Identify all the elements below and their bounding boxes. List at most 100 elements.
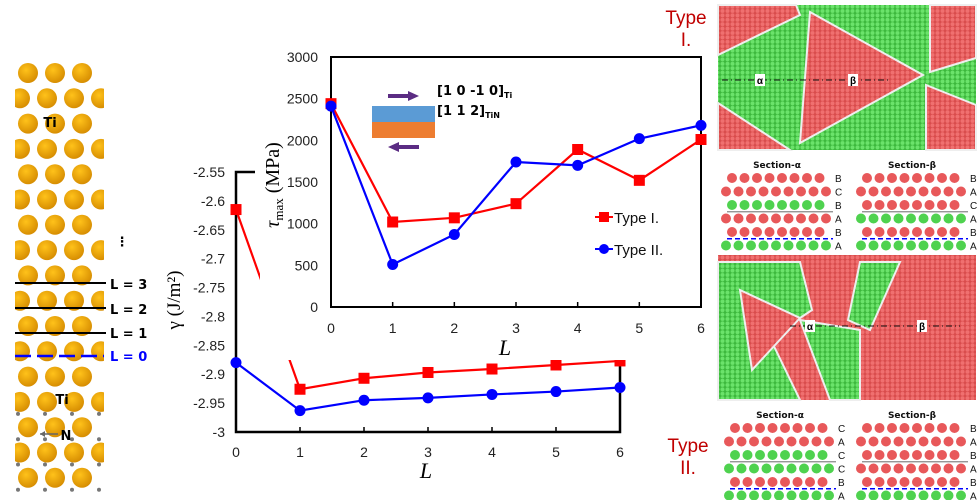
section-atom xyxy=(906,463,916,474)
stacking-letter: B xyxy=(970,478,977,489)
ellipsis: ⋮ xyxy=(116,235,129,250)
section-atom xyxy=(868,240,879,251)
section-atom xyxy=(906,436,916,447)
ti-atom xyxy=(18,467,38,488)
section-atom xyxy=(767,450,778,460)
section-atom xyxy=(937,423,947,433)
data-point-square xyxy=(550,359,562,371)
section-atom xyxy=(893,186,904,197)
section-atom xyxy=(761,490,772,500)
section-atom xyxy=(727,200,737,210)
arrowhead-right-icon xyxy=(408,91,419,101)
section-atom xyxy=(943,463,954,474)
section-atom xyxy=(862,173,872,183)
section-atom xyxy=(924,477,935,487)
direction-tin-text: [1 1 2] xyxy=(437,104,485,119)
grain xyxy=(717,4,802,57)
section-atom xyxy=(956,436,966,447)
section-atom xyxy=(777,200,787,210)
stacking-letter: A xyxy=(970,215,977,226)
section-atom xyxy=(856,213,866,224)
section-atom xyxy=(912,450,922,460)
x-tick-label: 4 xyxy=(574,320,582,336)
stacking-letter: A xyxy=(835,242,842,253)
section-atom xyxy=(749,463,759,474)
section-title: Section-β xyxy=(888,161,937,171)
section-atom xyxy=(755,450,765,460)
section-atom xyxy=(792,423,803,433)
section-atom xyxy=(752,227,762,237)
x-tick-label: 3 xyxy=(512,320,520,336)
ti-atom xyxy=(45,113,65,134)
section-atom xyxy=(764,173,775,183)
ti-atom xyxy=(45,467,65,488)
ti-atom xyxy=(18,113,38,134)
section-atom xyxy=(893,240,904,251)
ti-atom xyxy=(72,113,92,134)
ti-atom xyxy=(64,442,84,463)
data-point-circle xyxy=(633,133,645,145)
section-atom xyxy=(767,477,778,487)
section-atom xyxy=(899,200,910,210)
section-atom xyxy=(733,240,744,251)
section-atom xyxy=(906,213,916,224)
section-atom xyxy=(774,463,784,474)
n-atom xyxy=(70,462,74,467)
section-atom xyxy=(881,463,891,474)
y-tick-label: -2.85 xyxy=(193,337,225,353)
section-atom xyxy=(924,173,935,183)
data-point-circle xyxy=(387,259,399,270)
type2-panel: α β Type II. Section-αCACCBASection-βBAB… xyxy=(667,255,977,500)
section-atom xyxy=(746,240,756,251)
stacking-letter: A xyxy=(838,438,845,449)
n-atom xyxy=(97,487,101,492)
section-atom xyxy=(899,227,910,237)
section-atom xyxy=(777,227,787,237)
section-atom xyxy=(899,450,910,460)
y-tick-label: 2000 xyxy=(287,132,318,148)
data-point-circle xyxy=(448,229,460,240)
section-atom xyxy=(799,490,809,500)
x-tick-label: 5 xyxy=(552,444,560,460)
data-point-square xyxy=(695,134,707,145)
n-atom xyxy=(16,437,20,442)
section-atom xyxy=(774,436,784,447)
ti-atom xyxy=(18,417,38,438)
arrowhead-left-icon xyxy=(388,142,399,152)
section-atom xyxy=(789,227,800,237)
section-atom xyxy=(868,463,879,474)
ti-atom xyxy=(64,341,84,362)
section-atom xyxy=(874,173,885,183)
section-atom xyxy=(783,213,794,224)
grain xyxy=(929,4,977,74)
marker-alpha: α xyxy=(757,76,764,87)
ti-atom xyxy=(37,341,57,362)
section-atom xyxy=(856,240,866,251)
y-tick-label: -2.9 xyxy=(201,366,225,382)
ti-atom xyxy=(45,164,65,185)
ti-atom xyxy=(45,316,65,336)
legend-label-type2: Type II. xyxy=(614,242,663,259)
marker-beta: β xyxy=(919,322,925,333)
section-atom xyxy=(796,213,806,224)
section-atom xyxy=(943,490,954,500)
section-atom xyxy=(893,490,904,500)
section-atom xyxy=(918,186,929,197)
section-atom xyxy=(780,477,790,487)
section-atom xyxy=(887,200,897,210)
ti-atom xyxy=(72,164,92,185)
data-point-circle xyxy=(695,119,707,131)
n-atom xyxy=(70,411,74,416)
section-atom xyxy=(943,240,954,251)
section-atom xyxy=(956,463,966,474)
ti-atom xyxy=(18,63,38,83)
ti-atom xyxy=(18,316,38,336)
section-atom xyxy=(862,200,872,210)
section-atom xyxy=(931,240,941,251)
section-atom xyxy=(949,173,960,183)
inset-ylabel: τmax (MPa) xyxy=(262,142,286,228)
legend-marker-type2 xyxy=(599,244,609,254)
grain xyxy=(846,261,902,332)
layer-label-2: L = 2 xyxy=(110,303,147,318)
data-point-circle xyxy=(486,388,498,400)
